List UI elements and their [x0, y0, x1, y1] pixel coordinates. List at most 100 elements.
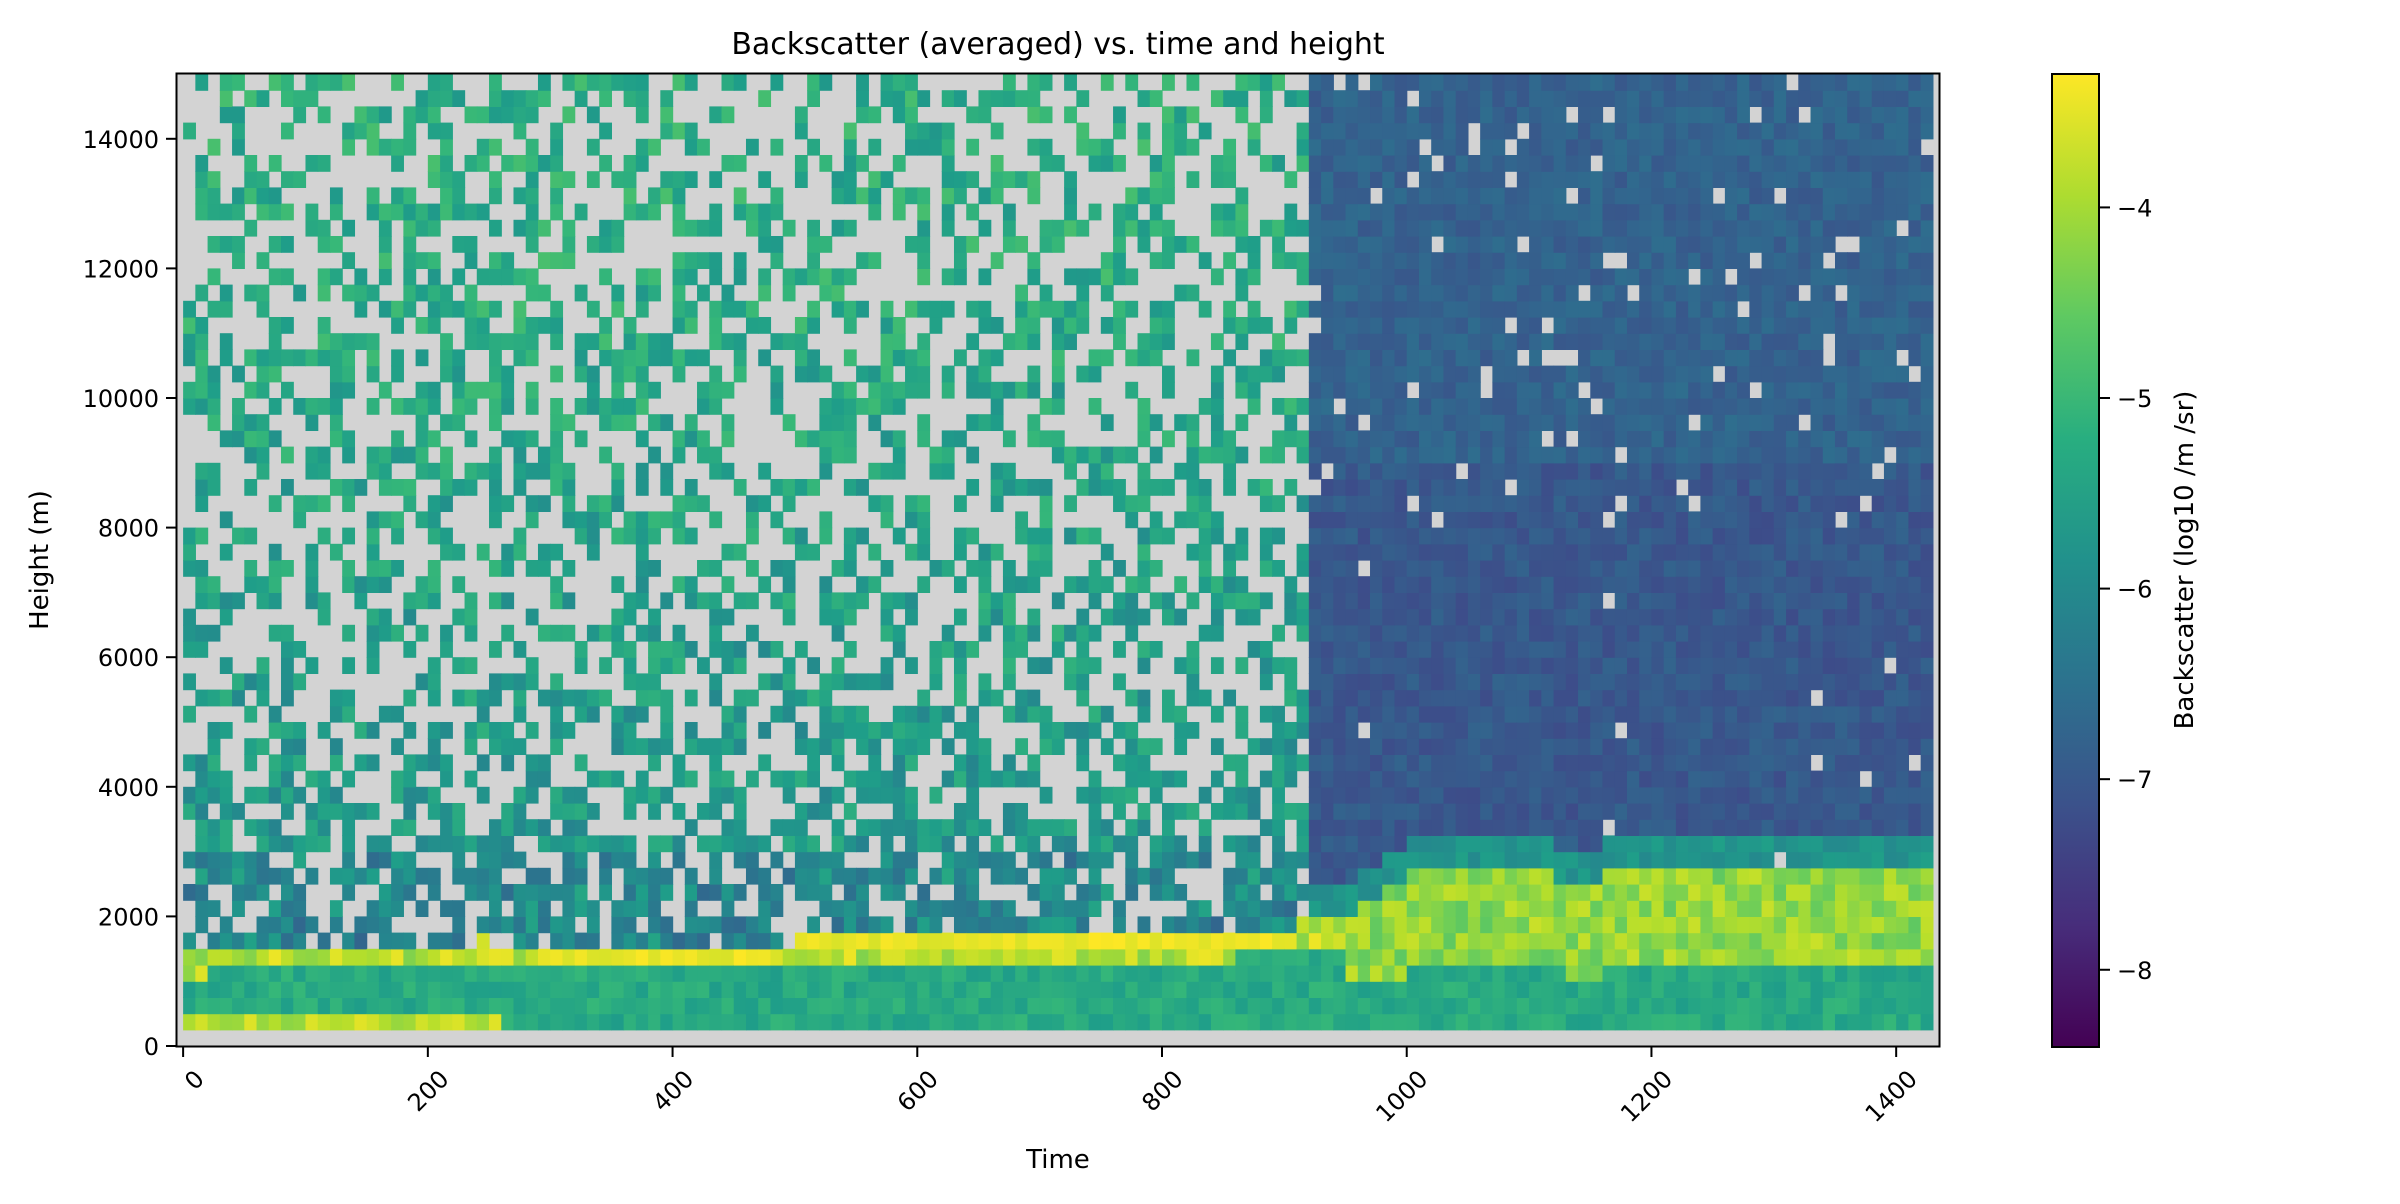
heatmap-cell [599, 219, 612, 237]
heatmap-cell [1504, 576, 1518, 593]
heatmap-cell [1100, 965, 1114, 982]
heatmap-cell [1382, 268, 1396, 286]
heatmap-cell [1296, 252, 1310, 269]
heatmap-cell [256, 252, 270, 269]
heatmap-cell [1516, 1013, 1530, 1031]
heatmap-cell [1492, 398, 1506, 415]
heatmap-cell [917, 236, 931, 253]
heatmap-cell [1345, 867, 1359, 885]
heatmap-cell [1700, 333, 1714, 350]
heatmap-cell [1455, 867, 1469, 885]
heatmap-cell [1296, 430, 1310, 448]
heatmap-cell [1015, 511, 1029, 529]
heatmap-cell [1345, 981, 1359, 998]
heatmap-cell [574, 641, 588, 658]
heatmap-cell [709, 252, 723, 269]
heatmap-cell [525, 236, 539, 253]
heatmap-cell [1272, 932, 1285, 950]
heatmap-cell [1639, 284, 1653, 302]
heatmap-cell [1565, 398, 1579, 415]
heatmap-cell [1749, 851, 1763, 869]
heatmap-cell [244, 527, 258, 545]
heatmap-cell [1210, 511, 1224, 529]
heatmap-cell [1443, 786, 1457, 804]
heatmap-cell [1272, 624, 1285, 642]
heatmap-cell [537, 997, 551, 1015]
heatmap-cell [1724, 997, 1738, 1015]
heatmap-cell [1688, 803, 1701, 820]
heatmap-cell [1284, 916, 1298, 934]
heatmap-cell [1015, 527, 1029, 545]
heatmap-cell [1602, 722, 1616, 739]
heatmap-cell [281, 932, 294, 950]
heatmap-cell [268, 317, 282, 334]
heatmap-cell [1504, 624, 1518, 642]
heatmap-cell [391, 138, 404, 156]
heatmap-cell [1504, 673, 1518, 691]
heatmap-cell [1321, 495, 1334, 512]
heatmap-cell [391, 819, 404, 836]
heatmap-cell [1345, 349, 1359, 367]
heatmap-cell [1088, 624, 1102, 642]
heatmap-cell [1370, 171, 1383, 188]
heatmap-cell [317, 155, 331, 172]
heatmap-cell [990, 122, 1004, 140]
heatmap-cell [1382, 981, 1396, 998]
heatmap-cell [1247, 997, 1261, 1015]
heatmap-cell [880, 770, 894, 788]
heatmap-cell [1602, 365, 1616, 383]
heatmap-cell [1590, 657, 1604, 674]
heatmap-cell [709, 948, 723, 966]
heatmap-cell [1516, 430, 1530, 448]
heatmap-cell [1565, 835, 1579, 853]
heatmap-cell [1455, 446, 1469, 464]
heatmap-cell [1443, 673, 1457, 691]
heatmap-cell [660, 462, 674, 480]
heatmap-cell [831, 219, 845, 237]
heatmap-cell [1749, 884, 1763, 901]
heatmap-cell [1051, 1013, 1065, 1031]
heatmap-cell [464, 236, 478, 253]
heatmap-cell [1675, 657, 1689, 674]
heatmap-cell [293, 884, 307, 901]
heatmap-cell [623, 738, 637, 755]
heatmap-cell [1308, 462, 1322, 480]
heatmap-cell [648, 284, 661, 302]
heatmap-cell [1296, 300, 1310, 318]
heatmap-cell [1578, 770, 1591, 788]
heatmap-cell [807, 300, 820, 318]
heatmap-cell [489, 916, 502, 934]
heatmap-cell [1321, 592, 1334, 610]
heatmap-cell [697, 560, 710, 577]
heatmap-cell [1492, 138, 1506, 156]
heatmap-cell [1431, 786, 1445, 804]
heatmap-cell [635, 90, 649, 107]
heatmap-cell [1712, 884, 1726, 901]
heatmap-cell [892, 90, 906, 107]
heatmap-cell [1443, 722, 1457, 739]
heatmap-cell [745, 689, 759, 707]
heatmap-cell [1431, 770, 1445, 788]
heatmap-cell [1480, 673, 1493, 691]
heatmap-cell [1210, 171, 1224, 188]
heatmap-cell [611, 900, 625, 917]
heatmap-cell [329, 948, 343, 966]
heatmap-cell [1675, 462, 1689, 480]
heatmap-cell [758, 916, 772, 934]
heatmap-cell [1516, 446, 1530, 464]
heatmap-cell [611, 236, 625, 253]
heatmap-cell [219, 657, 233, 674]
heatmap-cell [415, 948, 429, 966]
heatmap-cell [880, 462, 894, 480]
heatmap-cell [1418, 430, 1432, 448]
heatmap-cell [1321, 673, 1334, 691]
heatmap-cell [1198, 446, 1212, 464]
heatmap-cell [1700, 446, 1714, 464]
heatmap-cell [1345, 74, 1359, 91]
heatmap-cell [1712, 867, 1726, 885]
heatmap-cell [232, 900, 245, 917]
heatmap-cell [1651, 138, 1665, 156]
heatmap-cell [1541, 965, 1555, 982]
heatmap-cell [929, 835, 943, 853]
heatmap-cell [1027, 997, 1041, 1015]
